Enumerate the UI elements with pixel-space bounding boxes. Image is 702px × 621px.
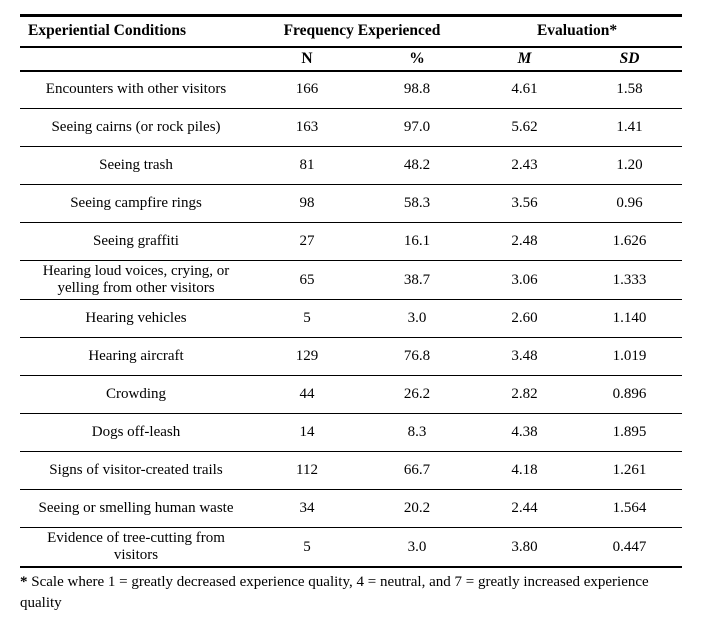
mean-value: 4.61 [472, 70, 578, 109]
mean-value: 2.44 [472, 489, 578, 528]
n-value: 34 [252, 489, 362, 528]
column-header-percent: % [362, 46, 473, 72]
table-row: Signs of visitor-created trails 112 66.7… [20, 451, 683, 490]
n-value: 5 [252, 527, 362, 568]
mean-value: 3.06 [472, 260, 578, 300]
mean-value: 5.62 [472, 108, 578, 147]
percent-value: 8.3 [362, 413, 473, 452]
sd-value: 1.41 [577, 108, 683, 147]
footnote-text: Scale where 1 = greatly decreased experi… [20, 574, 649, 611]
n-value: 14 [252, 413, 362, 452]
column-header-mean: M [472, 46, 578, 72]
percent-value: 20.2 [362, 489, 473, 528]
condition-label: Hearing aircraft [20, 337, 252, 376]
sd-value: 1.140 [577, 299, 683, 338]
sd-value: 0.447 [577, 527, 683, 568]
condition-label: Hearing vehicles [20, 299, 252, 338]
percent-value: 48.2 [362, 146, 473, 185]
table-row: Seeing or smelling human waste 34 20.2 2… [20, 489, 683, 528]
percent-value: 76.8 [362, 337, 473, 376]
percent-value: 66.7 [362, 451, 473, 490]
table-row: Encounters with other visitors 166 98.8 … [20, 70, 683, 109]
condition-label: Seeing or smelling human waste [20, 489, 252, 528]
column-header-experiential-conditions: Experiential Conditions [20, 15, 252, 48]
sd-value: 1.019 [577, 337, 683, 376]
table-sub-header-row: N % M SD [20, 46, 683, 72]
column-header-sd: SD [577, 46, 683, 72]
experiential-conditions-table: Experiential Conditions Frequency Experi… [20, 14, 683, 568]
sd-value: 0.96 [577, 184, 683, 223]
table-row: Hearing vehicles 5 3.0 2.60 1.140 [20, 299, 683, 338]
n-value: 98 [252, 184, 362, 223]
percent-value: 58.3 [362, 184, 473, 223]
mean-value: 4.18 [472, 451, 578, 490]
percent-value: 97.0 [362, 108, 473, 147]
sd-value: 1.333 [577, 260, 683, 300]
sd-value: 1.564 [577, 489, 683, 528]
n-value: 44 [252, 375, 362, 414]
mean-value: 4.38 [472, 413, 578, 452]
condition-label: Seeing trash [20, 146, 252, 185]
percent-value: 98.8 [362, 70, 473, 109]
mean-value: 3.48 [472, 337, 578, 376]
column-header-n: N [252, 46, 362, 72]
mean-value: 2.43 [472, 146, 578, 185]
mean-value: 2.60 [472, 299, 578, 338]
condition-label: Seeing graffiti [20, 222, 252, 261]
condition-label: Seeing cairns (or rock piles) [20, 108, 252, 147]
table-row: Hearing loud voices, crying, or yelling … [20, 260, 683, 300]
n-value: 163 [252, 108, 362, 147]
condition-label: Crowding [20, 375, 252, 414]
table-row: Crowding 44 26.2 2.82 0.896 [20, 375, 683, 414]
table-group-header-row: Experiential Conditions Frequency Experi… [20, 15, 683, 48]
footnote-asterisk: * [20, 574, 28, 590]
column-group-frequency-experienced: Frequency Experienced [252, 15, 473, 48]
table-row: Hearing aircraft 129 76.8 3.48 1.019 [20, 337, 683, 376]
mean-value: 2.48 [472, 222, 578, 261]
condition-label: Seeing campfire rings [20, 184, 252, 223]
sd-value: 1.58 [577, 70, 683, 109]
n-value: 112 [252, 451, 362, 490]
table-row: Seeing trash 81 48.2 2.43 1.20 [20, 146, 683, 185]
percent-value: 16.1 [362, 222, 473, 261]
condition-label: Evidence of tree-cutting from visitors [20, 527, 252, 568]
table-footnote: * Scale where 1 = greatly decreased expe… [20, 572, 682, 614]
condition-label: Dogs off-leash [20, 413, 252, 452]
table-row: Seeing cairns (or rock piles) 163 97.0 5… [20, 108, 683, 147]
condition-label: Encounters with other visitors [20, 70, 252, 109]
n-value: 27 [252, 222, 362, 261]
table-row: Seeing campfire rings 98 58.3 3.56 0.96 [20, 184, 683, 223]
percent-value: 38.7 [362, 260, 473, 300]
table-row: Evidence of tree-cutting from visitors 5… [20, 527, 683, 568]
n-value: 129 [252, 337, 362, 376]
sd-value: 0.896 [577, 375, 683, 414]
n-value: 81 [252, 146, 362, 185]
sd-value: 1.20 [577, 146, 683, 185]
n-value: 5 [252, 299, 362, 338]
column-group-evaluation: Evaluation* [472, 15, 683, 48]
percent-value: 26.2 [362, 375, 473, 414]
percent-value: 3.0 [362, 527, 473, 568]
mean-value: 2.82 [472, 375, 578, 414]
empty-subheader-cell [20, 46, 252, 72]
table-row: Dogs off-leash 14 8.3 4.38 1.895 [20, 413, 683, 452]
n-value: 166 [252, 70, 362, 109]
sd-value: 1.261 [577, 451, 683, 490]
table-row: Seeing graffiti 27 16.1 2.48 1.626 [20, 222, 683, 261]
condition-label: Signs of visitor-created trails [20, 451, 252, 490]
condition-label: Hearing loud voices, crying, or yelling … [20, 260, 252, 300]
n-value: 65 [252, 260, 362, 300]
sd-value: 1.895 [577, 413, 683, 452]
mean-value: 3.80 [472, 527, 578, 568]
percent-value: 3.0 [362, 299, 473, 338]
mean-value: 3.56 [472, 184, 578, 223]
sd-value: 1.626 [577, 222, 683, 261]
